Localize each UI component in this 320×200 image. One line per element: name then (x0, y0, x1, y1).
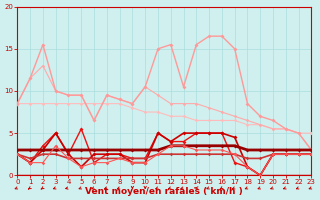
X-axis label: Vent moyen/en rafales ( km/h ): Vent moyen/en rafales ( km/h ) (85, 187, 243, 196)
